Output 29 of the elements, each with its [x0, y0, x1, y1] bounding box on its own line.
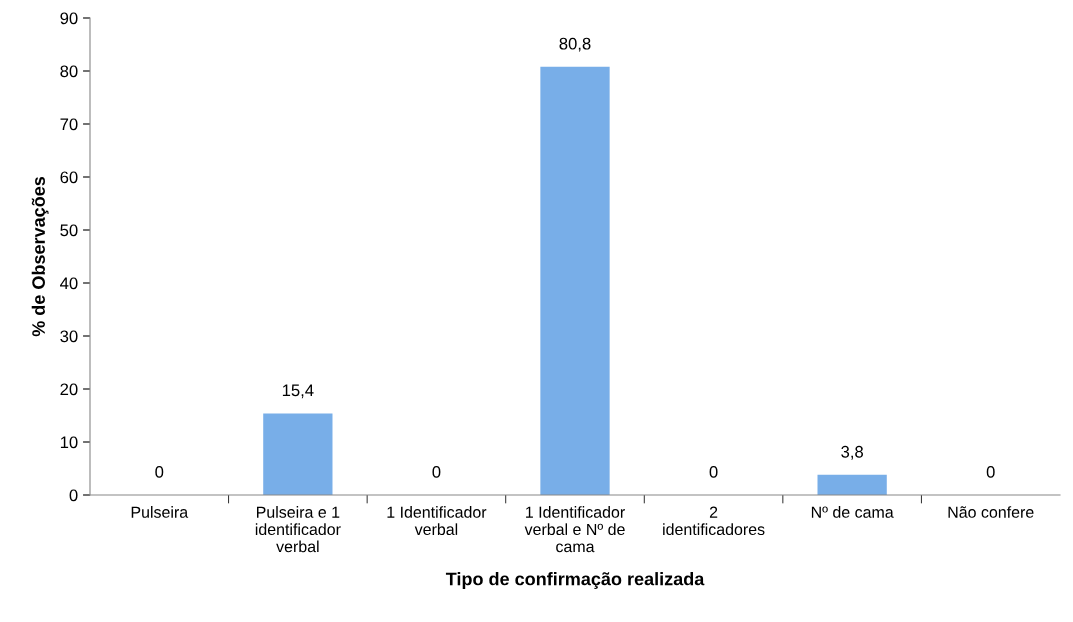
data-label: 0: [709, 466, 718, 478]
x-axis-title: Tipo de confirmação realizada: [445, 572, 705, 589]
y-tick-label: 20: [60, 383, 78, 396]
x-tick-label: 1 Identificador verbal e Nº de cama: [524, 506, 625, 553]
y-tick-label: 60: [60, 171, 78, 184]
x-tick-label: Pulseira: [131, 506, 189, 518]
data-label: 0: [432, 466, 441, 478]
bar: [817, 474, 887, 495]
data-label: 0: [155, 466, 164, 478]
x-tick-label: 2 identificadores: [663, 506, 765, 536]
bar: [540, 66, 610, 495]
x-tick-label: 1 Identificador verbal: [387, 506, 487, 536]
y-tick-label: 40: [60, 277, 78, 290]
y-tick-label: 30: [60, 330, 78, 343]
y-axis-title: % de Observações: [31, 176, 49, 337]
x-tick-label: Nº de cama: [811, 506, 894, 518]
y-tick-label: 90: [60, 12, 78, 25]
x-tick-label: Não confere: [948, 506, 1034, 518]
y-tick-label: 10: [60, 436, 78, 449]
data-label: 15,4: [282, 384, 314, 399]
y-tick-label: 80: [60, 65, 78, 78]
data-label: 80,8: [559, 37, 591, 52]
data-label: 3,8: [841, 445, 863, 460]
bar: [263, 413, 333, 495]
y-tick-label: 50: [60, 224, 78, 237]
x-tick-label: Pulseira e 1 identificador verbal: [255, 506, 341, 553]
y-tick-label: 0: [69, 489, 78, 502]
y-tick-label: 70: [60, 118, 78, 131]
data-label: 0: [986, 466, 995, 478]
